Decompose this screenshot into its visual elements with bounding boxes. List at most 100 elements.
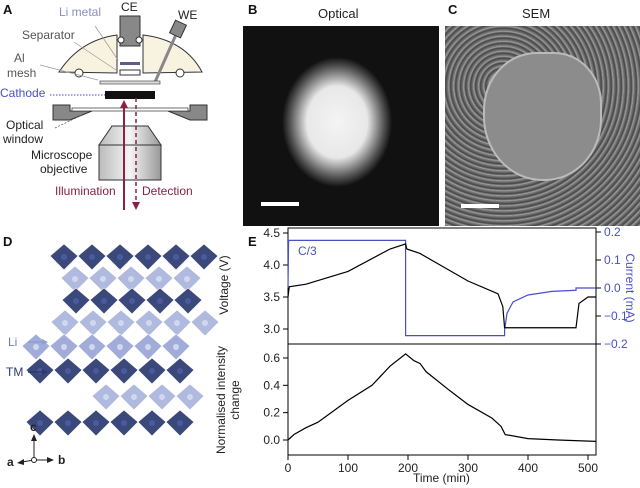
optical-image	[243, 26, 439, 226]
y-tick-label: 0.6	[263, 351, 280, 365]
sem-image	[445, 26, 640, 226]
atom	[202, 320, 208, 326]
axis-label-c: c	[30, 420, 37, 434]
atom	[149, 420, 155, 426]
crystal-structure	[17, 243, 220, 465]
bottom-plot-frame	[287, 343, 597, 456]
atom	[173, 254, 179, 260]
optical-title: Optical	[318, 6, 359, 21]
atom	[187, 394, 193, 400]
voltage-line	[287, 243, 596, 329]
atom	[37, 420, 43, 426]
atom	[129, 298, 135, 304]
label-tm: TM	[6, 365, 24, 379]
label-microscope: Microscope	[31, 148, 93, 162]
atom	[65, 420, 71, 426]
y-tick-label: 4.5	[263, 226, 280, 240]
current-line	[287, 239, 596, 337]
atom	[73, 298, 79, 304]
atom	[62, 320, 68, 326]
scale-bar	[461, 204, 499, 208]
y-tick-label: 0.2	[263, 406, 280, 420]
y-tick-label: 4.0	[263, 258, 280, 272]
annotation-c3: C/3	[298, 244, 317, 258]
atom	[173, 344, 179, 350]
scale-bar	[261, 202, 299, 206]
atom	[149, 368, 155, 374]
label-window: window	[3, 132, 44, 146]
y2-axis-title-current: Current (mA)	[623, 253, 637, 323]
y2-tick-label: 0.1	[604, 253, 621, 267]
x-tick-label: 500	[578, 461, 598, 475]
label-ce: CE	[121, 0, 138, 14]
axis-label-b: b	[58, 453, 66, 467]
label-cathode: Cathode	[0, 86, 46, 100]
intensity-line	[287, 353, 596, 442]
y-axis-title-intensity: Normalised intensity change	[214, 345, 242, 455]
y-tick-label: 0.4	[263, 378, 280, 392]
panel-label-d: D	[3, 234, 13, 249]
atom	[93, 368, 99, 374]
atom	[174, 320, 180, 326]
atom	[72, 276, 78, 282]
y-tick-label: 3.5	[263, 290, 280, 304]
x-tick-label: 200	[398, 461, 418, 475]
atom	[177, 420, 183, 426]
atom	[128, 276, 134, 282]
y2-tick-label: 0.0	[604, 281, 621, 295]
atom	[117, 254, 123, 260]
x-tick-label: 100	[338, 461, 358, 475]
panel-label-b: B	[248, 2, 258, 17]
label-objective: objective	[40, 162, 88, 176]
atom	[177, 368, 183, 374]
atom	[117, 344, 123, 350]
x-tick-label: 0	[285, 461, 292, 475]
y-tick-label: 3.0	[263, 322, 280, 336]
top-plot-frame	[287, 227, 597, 345]
atom	[156, 276, 162, 282]
x-axis-title: Time (min)	[413, 471, 470, 485]
atom	[118, 320, 124, 326]
label-li-metal: Li metal	[59, 5, 102, 19]
atom	[100, 276, 106, 282]
atom	[33, 344, 39, 350]
y-axis-title-voltage: Voltage (V)	[217, 255, 231, 315]
atom	[159, 394, 165, 400]
atom	[185, 298, 191, 304]
panel-label-a: A	[3, 2, 13, 17]
panel-label-e: E	[248, 234, 257, 249]
atom	[131, 394, 137, 400]
cathode-shape	[105, 91, 155, 99]
axis-label-a: a	[7, 455, 14, 469]
atom	[65, 368, 71, 374]
atom	[103, 394, 109, 400]
atom	[89, 254, 95, 260]
atom	[145, 344, 151, 350]
label-detection: Detection	[142, 184, 193, 198]
particle	[483, 52, 602, 181]
label-we: WE	[178, 8, 198, 22]
sem-title: SEM	[522, 6, 551, 21]
atom	[101, 298, 107, 304]
atom	[146, 320, 152, 326]
cell-schematic	[39, 15, 208, 210]
label-mesh: mesh	[7, 66, 37, 80]
label-optical: Optical	[6, 118, 44, 132]
y2-tick-label: −0.2	[604, 337, 628, 351]
atom	[184, 276, 190, 282]
y2-tick-label: 0.2	[604, 225, 621, 239]
atom	[145, 254, 151, 260]
atom	[157, 298, 163, 304]
x-tick-label: 300	[458, 461, 478, 475]
label-al: Al	[14, 51, 25, 65]
panel-label-c: C	[448, 2, 458, 17]
atom	[121, 420, 127, 426]
y2-tick-label: −0.1	[604, 309, 628, 323]
atom	[61, 254, 67, 260]
atom	[121, 368, 127, 374]
y-tick-label: 0.0	[263, 433, 280, 447]
atom	[93, 420, 99, 426]
atom	[201, 254, 207, 260]
atom	[90, 320, 96, 326]
